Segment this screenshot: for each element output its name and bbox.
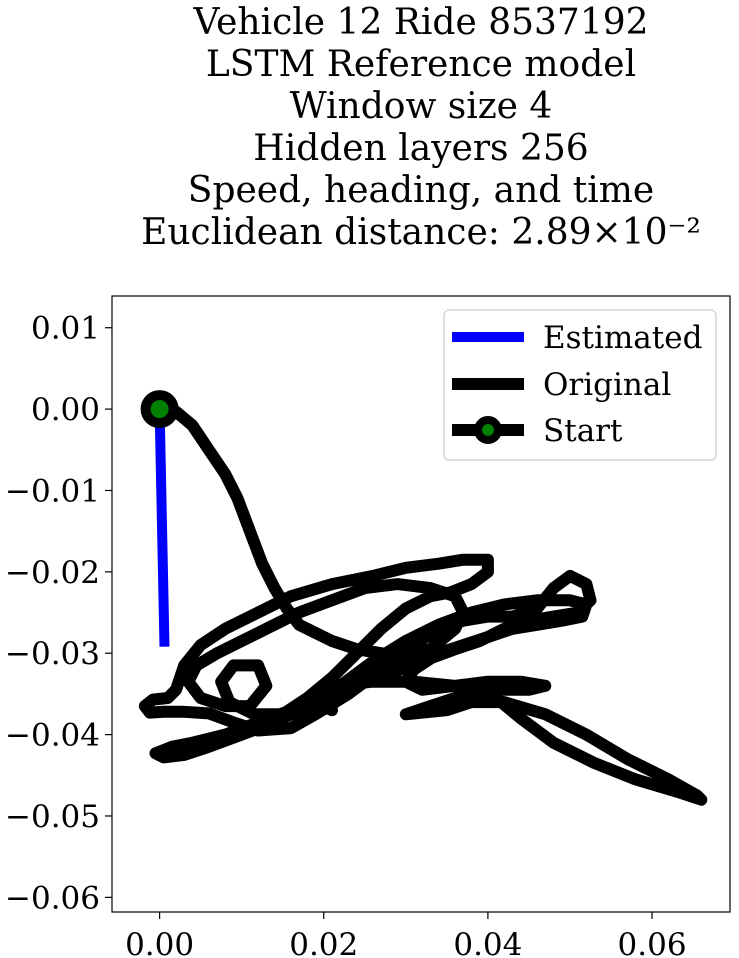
- series-original-line: [138, 403, 708, 806]
- series-layer: [138, 390, 708, 806]
- legend-label-estimated: Estimated: [543, 320, 702, 356]
- title-line-4: Hidden layers 256: [253, 128, 588, 169]
- series-estimated-line: [154, 408, 170, 647]
- legend-label-start: Start: [543, 413, 623, 449]
- legend-box: [443, 309, 717, 461]
- x-tick-label: 0.00: [125, 927, 194, 958]
- title-line-1: Vehicle 12 Ride 8537192: [192, 2, 648, 43]
- y-tick-label: −0.02: [5, 555, 100, 591]
- y-tick-label: −0.01: [5, 473, 100, 509]
- y-axis: 0.01 0.00 −0.01 −0.02 −0.03 −0.04 −0.05 −0.06: [5, 311, 112, 916]
- x-tick-label: 0.06: [618, 927, 687, 958]
- legend: Estimated Original Start: [443, 309, 717, 461]
- y-tick-label: −0.03: [5, 636, 100, 672]
- legend-label-original: Original: [543, 367, 671, 403]
- x-tick-label: 0.02: [289, 927, 358, 958]
- x-tick-label: 0.04: [453, 927, 522, 958]
- start-marker: [140, 390, 179, 429]
- legend-start-marker: [474, 416, 502, 444]
- title-line-2: LSTM Reference model: [206, 44, 636, 85]
- y-tick-label: −0.06: [5, 880, 100, 916]
- y-tick-label: 0.01: [31, 311, 100, 347]
- y-tick-label: −0.05: [5, 799, 100, 835]
- x-axis: 0.00 0.02 0.04 0.06: [125, 912, 687, 958]
- y-tick-label: −0.04: [5, 718, 100, 754]
- title-line-5: Speed, heading, and time: [188, 170, 654, 211]
- y-tick-label: 0.00: [31, 392, 100, 428]
- title-line-6: Euclidean distance: 2.89×10⁻²: [141, 212, 701, 253]
- title-line-3: Window size 4: [290, 86, 553, 127]
